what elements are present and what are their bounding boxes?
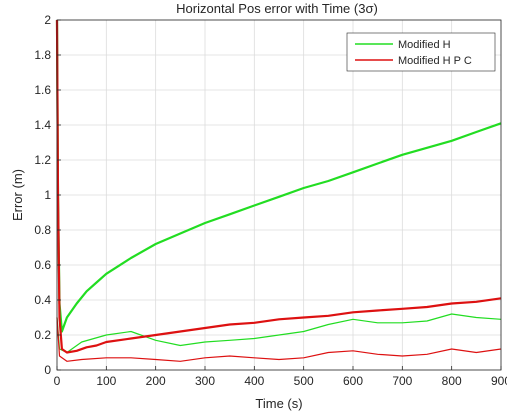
y-tick-label: 1.8: [34, 48, 51, 62]
x-tick-label: 100: [96, 374, 116, 388]
legend-label-modified-h: Modified H: [398, 39, 451, 51]
legend-label-modified-hpc: Modified H P C: [398, 55, 472, 67]
y-tick-label: 1.6: [34, 83, 51, 97]
x-tick-label: 0: [54, 374, 61, 388]
modified-hpc-error-line: [56, 317, 502, 362]
x-tick-label: 700: [392, 374, 412, 388]
y-tick-label: 1.4: [34, 118, 51, 132]
legend-box: [346, 32, 496, 72]
x-tick-label: 200: [146, 374, 166, 388]
y-tick-label: 2: [44, 13, 51, 27]
modified-h-error-line: [56, 313, 502, 354]
y-axis-label: Error (m): [10, 169, 25, 221]
y-tick-label: 0.8: [34, 223, 51, 237]
legend: Modified H Modified H P C: [346, 32, 496, 72]
x-tick-label: 500: [294, 374, 314, 388]
x-tick-label: 300: [195, 374, 215, 388]
x-tick-label: 400: [244, 374, 264, 388]
y-tick-label: 1.2: [34, 153, 51, 167]
modified-h-bound-line: [55, 19, 502, 333]
modified-hpc-bound-line: [55, 19, 502, 354]
x-tick-label: 800: [442, 374, 462, 388]
series-group: [55, 19, 502, 362]
x-tick-label: 900: [491, 374, 507, 388]
chart-title: Horizontal Pos error with Time (3σ): [176, 1, 378, 16]
x-tick-label: 600: [343, 374, 363, 388]
y-tick-label: 1: [44, 188, 51, 202]
y-tick-label: 0.6: [34, 258, 51, 272]
y-tick-label: 0.4: [34, 293, 51, 307]
y-tick-label: 0.2: [34, 328, 51, 342]
axis-ticks: 0 100 200 300 400 500 600 700 800 900 0 0.2 0.4 0.6 0.…: [34, 13, 507, 388]
y-tick-label: 0: [44, 363, 51, 377]
x-axis-label: Time (s): [255, 396, 302, 411]
